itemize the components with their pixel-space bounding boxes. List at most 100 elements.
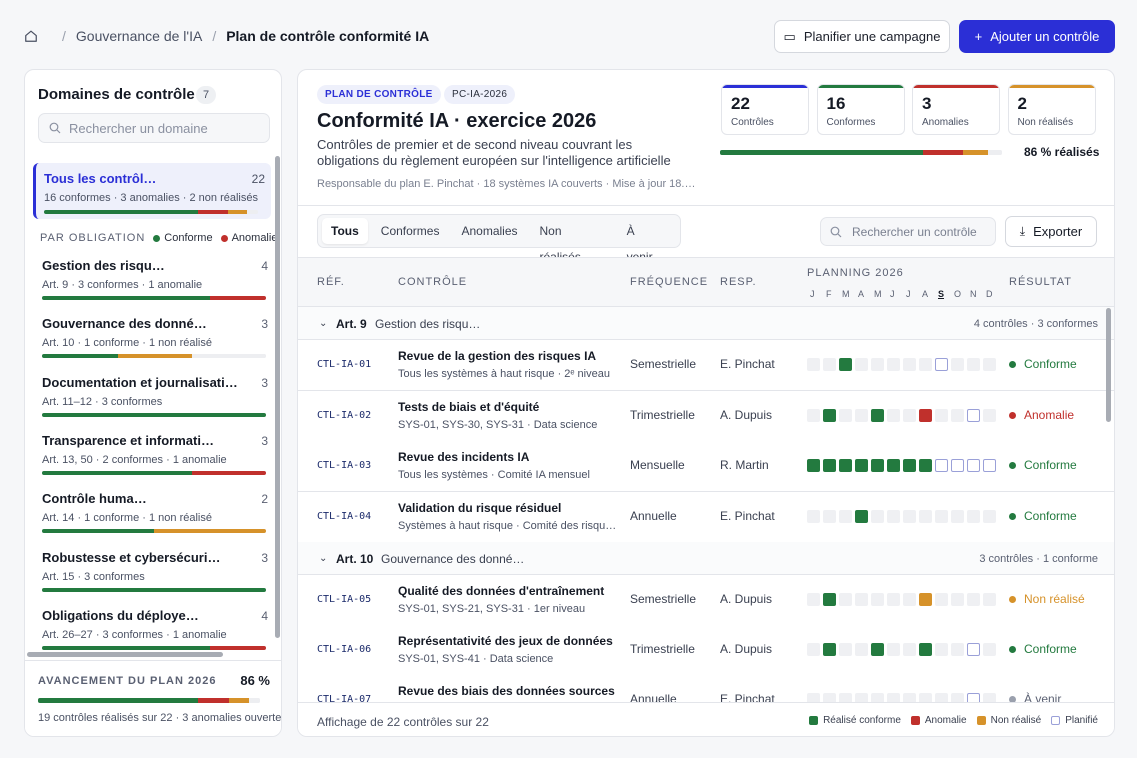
planning-cell[interactable] [967,358,980,371]
planning-cell[interactable] [903,643,916,656]
planning-cell[interactable] [823,593,836,606]
planning-cell[interactable] [823,510,836,523]
planning-cell[interactable] [887,643,900,656]
breadcrumb-parent[interactable]: Gouvernance de l'IA [75,28,203,44]
sidebar-vertical-scrollbar[interactable] [275,156,280,638]
planning-cell[interactable] [887,459,900,472]
planning-cell[interactable] [839,409,852,422]
plan-campaign-button[interactable]: ▭ Planifier une campagne [774,20,950,53]
planning-cell[interactable] [807,643,820,656]
planning-cell[interactable] [871,358,884,371]
col-ref[interactable]: RÉF. [317,276,345,288]
planning-cell[interactable] [823,409,836,422]
planning-cell[interactable] [855,510,868,523]
planning-cell[interactable] [935,593,948,606]
planning-cell[interactable] [919,358,932,371]
control-name[interactable]: Tests de biais et d'équité [398,400,540,414]
control-ref[interactable]: CTL-IA-04 [317,511,372,522]
sidebar-item-all[interactable]: Tous les contrôl… 22 16 conformes · 3 an… [33,163,271,219]
table-row[interactable]: CTL-IA-03 Revue des incidents IA Tous les … [298,441,1114,492]
planning-cell[interactable] [919,593,932,606]
planning-cell[interactable] [919,510,932,523]
planning-cell[interactable] [951,643,964,656]
sidebar-item-domain[interactable]: Gouvernance des donné… 3 Art. 10 · 1 confo… [42,316,268,374]
planning-cell[interactable] [887,593,900,606]
sidebar-item-domain[interactable]: Documentation et journalisati… 3 Art. 11–1… [42,375,268,433]
chevron-down-icon[interactable]: ⌄ [319,318,328,329]
sidebar-item-domain[interactable]: Gestion des risqu… 4 Art. 9 · 3 conformes … [42,258,268,316]
filter-tab[interactable]: Non réalisés [539,224,581,264]
planning-cell[interactable] [935,643,948,656]
control-name[interactable]: Revue des incidents IA [398,450,530,464]
planning-cell[interactable] [823,459,836,472]
table-row[interactable]: CTL-IA-02 Tests de biais et d'équité SYS-0… [298,391,1114,442]
planning-cell[interactable] [855,459,868,472]
filter-tab[interactable]: Conformes [380,224,440,238]
planning-cell[interactable] [887,358,900,371]
control-search-input[interactable]: Rechercher un contrôle [820,217,996,246]
planning-cell[interactable] [983,459,996,472]
sidebar-item-domain[interactable]: Robustesse et cybersécuri… 3 Art. 15 · 3 c… [42,550,268,608]
table-group-row[interactable]: ⌄ Art. 10 Gouvernance des donné… 3 contrôle… [298,542,1114,575]
control-name[interactable]: Revue de la gestion des risques IA [398,349,597,363]
control-ref[interactable]: CTL-IA-06 [317,644,372,655]
planning-cell[interactable] [903,510,916,523]
planning-cell[interactable] [871,593,884,606]
planning-cell[interactable] [967,409,980,422]
kpi-card[interactable]: 16 Conformes [816,84,905,135]
sidebar-item-domain[interactable]: Obligations du déploye… 4 Art. 26–27 · 3 c… [42,608,268,666]
planning-cell[interactable] [887,510,900,523]
planning-cell[interactable] [839,510,852,523]
planning-cell[interactable] [839,593,852,606]
planning-cell[interactable] [919,459,932,472]
sidebar-item-domain[interactable]: Transparence et informati… 3 Art. 13, 50 ·… [42,433,268,491]
planning-cell[interactable] [823,643,836,656]
planning-cell[interactable] [967,593,980,606]
planning-cell[interactable] [807,593,820,606]
planning-cell[interactable] [855,643,868,656]
domain-search-input[interactable]: Rechercher un domaine [38,113,270,143]
home-icon[interactable] [24,29,38,43]
table-vertical-scrollbar[interactable] [1106,308,1111,422]
control-ref[interactable]: CTL-IA-01 [317,359,372,370]
control-ref[interactable]: CTL-IA-07 [317,694,372,705]
col-control[interactable]: CONTRÔLE [398,276,468,288]
planning-cell[interactable] [855,358,868,371]
planning-cell[interactable] [951,510,964,523]
planning-cell[interactable] [839,358,852,371]
table-row[interactable]: CTL-IA-04 Validation du risque résiduel Sy… [298,492,1114,543]
planning-cell[interactable] [871,459,884,472]
control-ref[interactable]: CTL-IA-05 [317,594,372,605]
planning-cell[interactable] [935,358,948,371]
planning-cell[interactable] [903,459,916,472]
planning-cell[interactable] [903,409,916,422]
control-name[interactable]: Validation du risque résiduel [398,501,562,515]
col-owner[interactable]: RESP. [720,276,757,288]
planning-cell[interactable] [871,409,884,422]
kpi-card[interactable]: 3 Anomalies [912,84,1000,135]
sidebar-horizontal-scrollbar[interactable] [27,652,223,657]
planning-cell[interactable] [951,409,964,422]
control-name[interactable]: Qualité des données d'entraînement [398,584,605,598]
planning-cell[interactable] [935,409,948,422]
chevron-down-icon[interactable]: ⌄ [319,553,328,564]
planning-cell[interactable] [983,643,996,656]
kpi-card[interactable]: 2 Non réalisés [1007,84,1096,135]
kpi-card[interactable]: 22 Contrôles [721,84,809,135]
planning-cell[interactable] [951,459,964,472]
planning-cell[interactable] [919,643,932,656]
planning-cell[interactable] [855,593,868,606]
planning-cell[interactable] [807,459,820,472]
planning-cell[interactable] [983,409,996,422]
planning-cell[interactable] [951,593,964,606]
planning-cell[interactable] [871,510,884,523]
planning-cell[interactable] [983,358,996,371]
col-result[interactable]: RÉSULTAT [1009,276,1073,288]
table-row[interactable]: CTL-IA-06 Représentativité des jeux de do… [298,625,1114,676]
planning-cell[interactable] [903,593,916,606]
planning-cell[interactable] [935,510,948,523]
table-row[interactable]: CTL-IA-01 Revue de la gestion des risques… [298,340,1114,391]
filter-tab[interactable]: À venir [626,224,653,264]
planning-cell[interactable] [935,459,948,472]
table-group-row[interactable]: ⌄ Art. 9 Gestion des risqu… 4 contrôles · 3… [298,307,1114,340]
